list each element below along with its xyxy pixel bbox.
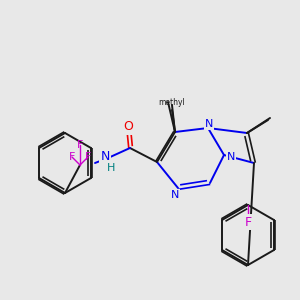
Text: N: N	[100, 149, 110, 163]
Text: F: F	[244, 215, 252, 229]
Text: methyl: methyl	[159, 98, 185, 107]
Text: F: F	[85, 152, 91, 162]
Text: N: N	[205, 119, 213, 129]
Text: H: H	[107, 163, 115, 173]
Text: O: O	[123, 121, 133, 134]
Text: F: F	[77, 140, 83, 150]
Text: N: N	[171, 190, 179, 200]
Text: F: F	[69, 152, 75, 162]
Text: N: N	[227, 152, 235, 162]
